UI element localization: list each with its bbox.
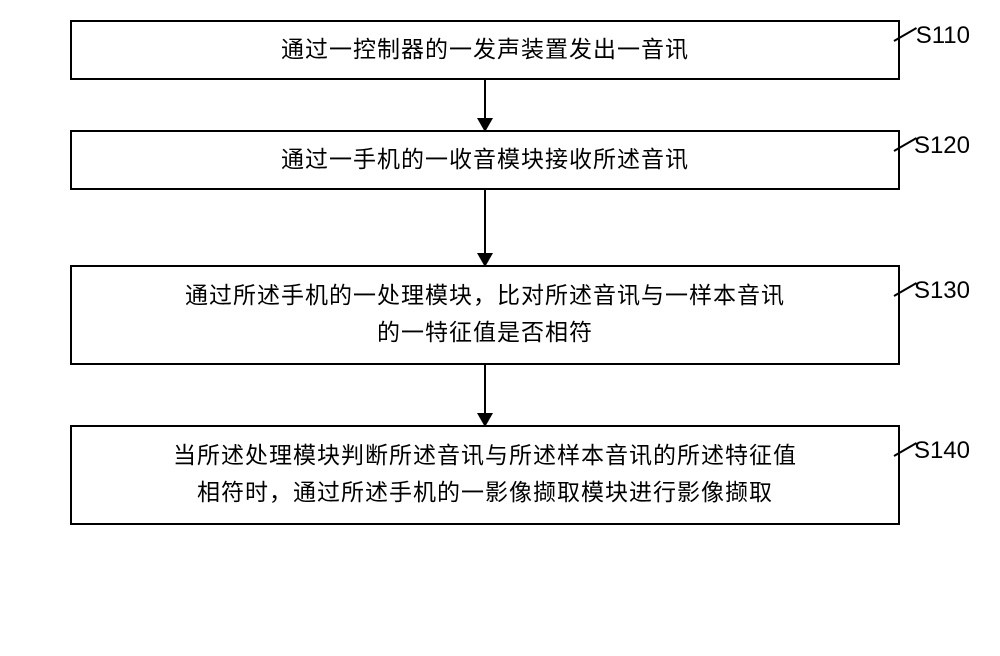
flowchart-container: 通过一控制器的一发声装置发出一音讯 S110 通过一手机的一收音模块接收所述音讯… — [70, 20, 900, 525]
arrow-3 — [484, 365, 486, 425]
step-label-3: S130 — [914, 277, 970, 305]
step-text-1: 通过一控制器的一发声装置发出一音讯 — [281, 32, 689, 69]
step-box-4: 当所述处理模块判断所述音讯与所述样本音讯的所述特征值相符时，通过所述手机的一影像… — [70, 425, 900, 525]
arrow-2 — [484, 190, 486, 265]
step-box-2: 通过一手机的一收音模块接收所述音讯 S120 — [70, 130, 900, 190]
step-box-3: 通过所述手机的一处理模块，比对所述音讯与一样本音讯的一特征值是否相符 S130 — [70, 265, 900, 365]
step-text-2: 通过一手机的一收音模块接收所述音讯 — [281, 142, 689, 179]
arrow-container-1 — [70, 80, 900, 130]
arrow-container-2 — [70, 190, 900, 265]
step-label-4: S140 — [914, 437, 970, 465]
step-label-2: S120 — [914, 132, 970, 160]
step-text-4: 当所述处理模块判断所述音讯与所述样本音讯的所述特征值相符时，通过所述手机的一影像… — [173, 438, 797, 512]
step-text-3: 通过所述手机的一处理模块，比对所述音讯与一样本音讯的一特征值是否相符 — [185, 278, 785, 352]
arrow-1 — [484, 80, 486, 130]
step-box-1: 通过一控制器的一发声装置发出一音讯 S110 — [70, 20, 900, 80]
connector-1 — [894, 27, 918, 42]
step-label-1: S110 — [916, 22, 970, 50]
arrow-container-3 — [70, 365, 900, 425]
